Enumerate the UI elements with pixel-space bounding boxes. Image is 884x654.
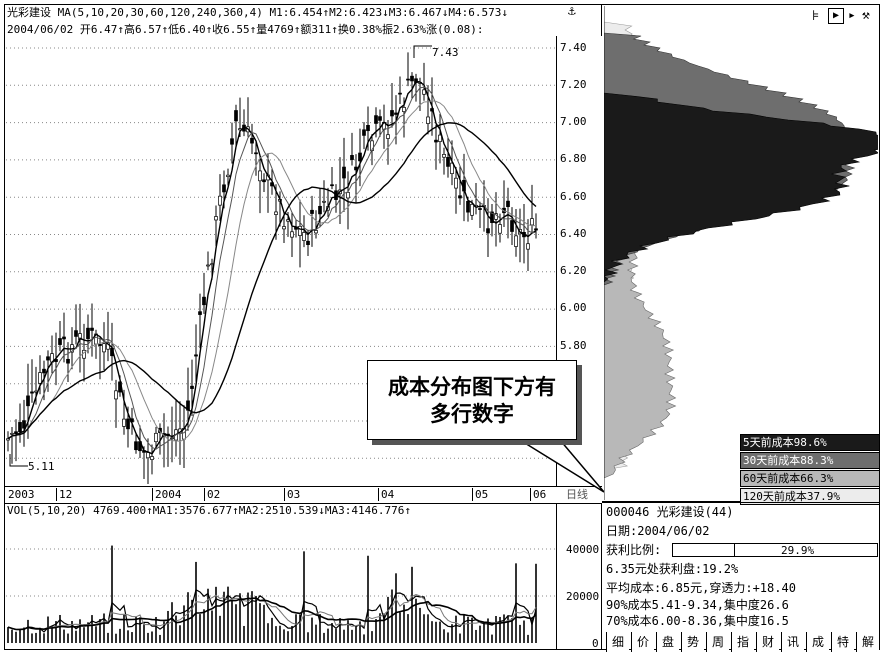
- anchor-icon[interactable]: ⚓: [568, 4, 576, 19]
- chip-toolbar: ⊧ ▶ ▸ ⚒: [810, 8, 876, 26]
- y-tick: 6.40: [560, 227, 587, 240]
- y-tick: 6.80: [560, 152, 587, 165]
- profit-ratio-divider: [673, 544, 735, 556]
- low-pointer: [9, 454, 28, 467]
- legend-60d: 60天前成本66.3%: [740, 470, 880, 487]
- volume-ma-lines: [7, 588, 537, 633]
- x-tick: 02: [204, 488, 220, 501]
- x-tick: 06: [530, 488, 546, 501]
- info-tab[interactable]: 解: [856, 632, 879, 652]
- volume-header: VOL(5,10,20) 4769.400↑MA1:3576.677↑MA2:2…: [7, 504, 411, 517]
- ma-header: 光彩建设 MA(5,10,20,30,60,120,240,360,4) M1:…: [7, 6, 508, 19]
- cost-70: 70%成本6.00-8.36,集中度16.5: [606, 614, 789, 628]
- filter-icon[interactable]: ⊧: [812, 8, 820, 24]
- x-tick: 04: [378, 488, 394, 501]
- x-tick: 2003: [8, 488, 35, 501]
- info-tab[interactable]: 势: [681, 632, 704, 652]
- cost-5d-area: [604, 6, 878, 500]
- x-tick: 2004: [152, 488, 182, 501]
- info-tab[interactable]: 盘: [656, 632, 679, 652]
- stock-code: 000046 光彩建设(44): [606, 505, 734, 519]
- vol-tick: 40000: [566, 543, 600, 556]
- profit-ratio-bar: 29.9%: [672, 543, 878, 557]
- info-tab[interactable]: 细: [606, 632, 629, 652]
- legend-5d: 5天前成本98.6%: [740, 434, 880, 451]
- info-tab[interactable]: 指: [731, 632, 754, 652]
- volume-bars: [7, 545, 537, 643]
- kline-chart[interactable]: [6, 36, 556, 484]
- info-tab[interactable]: 周: [706, 632, 729, 652]
- info-date: 日期:2004/06/02: [606, 524, 710, 538]
- y-tick: 6.20: [560, 264, 587, 277]
- cost-90: 90%成本5.41-9.34,集中度26.6: [606, 598, 789, 612]
- callout-pointer: [517, 439, 605, 493]
- y-tick: 7.00: [560, 115, 587, 128]
- kline-ma-lines: [7, 80, 537, 455]
- callout-line1: 成本分布图下方有: [388, 374, 556, 399]
- chip-distribution-chart[interactable]: [604, 6, 878, 500]
- play-icon[interactable]: ▶: [828, 8, 844, 24]
- volume-gridlines: [6, 548, 556, 597]
- info-tab[interactable]: 讯: [781, 632, 804, 652]
- period-label[interactable]: 日线: [566, 488, 588, 501]
- vol-tick: 0: [592, 637, 599, 650]
- profit-ratio-label: 获利比例:: [606, 543, 662, 557]
- legend-30d: 30天前成本88.3%: [740, 452, 880, 469]
- volume-chart[interactable]: [6, 518, 556, 648]
- info-tab[interactable]: 价: [631, 632, 654, 652]
- legend-120d: 120天前成本37.9%: [740, 488, 880, 505]
- avg-cost: 平均成本:6.85元,穿透力:+18.40: [606, 581, 796, 595]
- y-tick: 5.80: [560, 339, 587, 352]
- arrow-right-icon[interactable]: ▸: [848, 8, 856, 23]
- x-tick: 05: [472, 488, 488, 501]
- y-tick: 7.20: [560, 78, 587, 91]
- info-tab[interactable]: 成: [806, 632, 829, 652]
- profit-ratio-value: 29.9%: [781, 544, 815, 557]
- info-tab[interactable]: 财: [756, 632, 779, 652]
- info-tab[interactable]: 特: [831, 632, 854, 652]
- vol-tick: 20000: [566, 590, 600, 603]
- volume-axis: [556, 503, 603, 649]
- callout-line2: 多行数字: [430, 401, 514, 426]
- x-tick: 12: [56, 488, 72, 501]
- cost-legend: 5天前成本98.6% 30天前成本88.3% 60天前成本66.3% 120天前…: [740, 434, 880, 505]
- profit-at-price: 6.35元处获利盘:19.2%: [606, 562, 739, 576]
- y-tick: 6.60: [560, 190, 587, 203]
- annotation-callout: 成本分布图下方有 多行数字: [367, 360, 577, 440]
- price-header: 2004/06/02 开6.47↑高6.57↑低6.40↑收6.55↑量4769…: [7, 23, 484, 36]
- high-price-label: 7.43: [432, 46, 459, 59]
- y-tick: 7.40: [560, 41, 587, 54]
- y-tick: 6.00: [560, 301, 587, 314]
- tools-icon[interactable]: ⚒: [862, 8, 870, 23]
- date-axis: [5, 486, 602, 504]
- low-price-label: 5.11: [28, 460, 55, 473]
- x-tick: 03: [284, 488, 300, 501]
- high-pointer: [413, 45, 432, 58]
